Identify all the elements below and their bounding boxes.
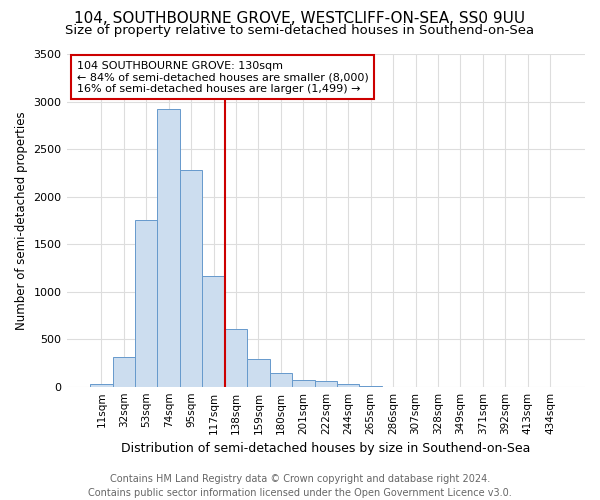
Text: 104, SOUTHBOURNE GROVE, WESTCLIFF-ON-SEA, SS0 9UU: 104, SOUTHBOURNE GROVE, WESTCLIFF-ON-SEA… [74,11,526,26]
Bar [247,359,269,386]
Y-axis label: Number of semi-detached properties: Number of semi-detached properties [15,111,28,330]
Bar [314,382,337,386]
Bar [113,357,135,386]
Bar [337,384,359,386]
Bar [202,276,225,386]
Text: Contains HM Land Registry data © Crown copyright and database right 2024.
Contai: Contains HM Land Registry data © Crown c… [88,474,512,498]
Text: 104 SOUTHBOURNE GROVE: 130sqm
← 84% of semi-detached houses are smaller (8,000)
: 104 SOUTHBOURNE GROVE: 130sqm ← 84% of s… [77,60,368,94]
Bar [135,220,157,386]
Bar [269,374,292,386]
Text: Size of property relative to semi-detached houses in Southend-on-Sea: Size of property relative to semi-detach… [65,24,535,37]
X-axis label: Distribution of semi-detached houses by size in Southend-on-Sea: Distribution of semi-detached houses by … [121,442,530,455]
Bar [157,109,180,386]
Bar [292,380,314,386]
Bar [90,384,113,386]
Bar [180,170,202,386]
Bar [225,328,247,386]
